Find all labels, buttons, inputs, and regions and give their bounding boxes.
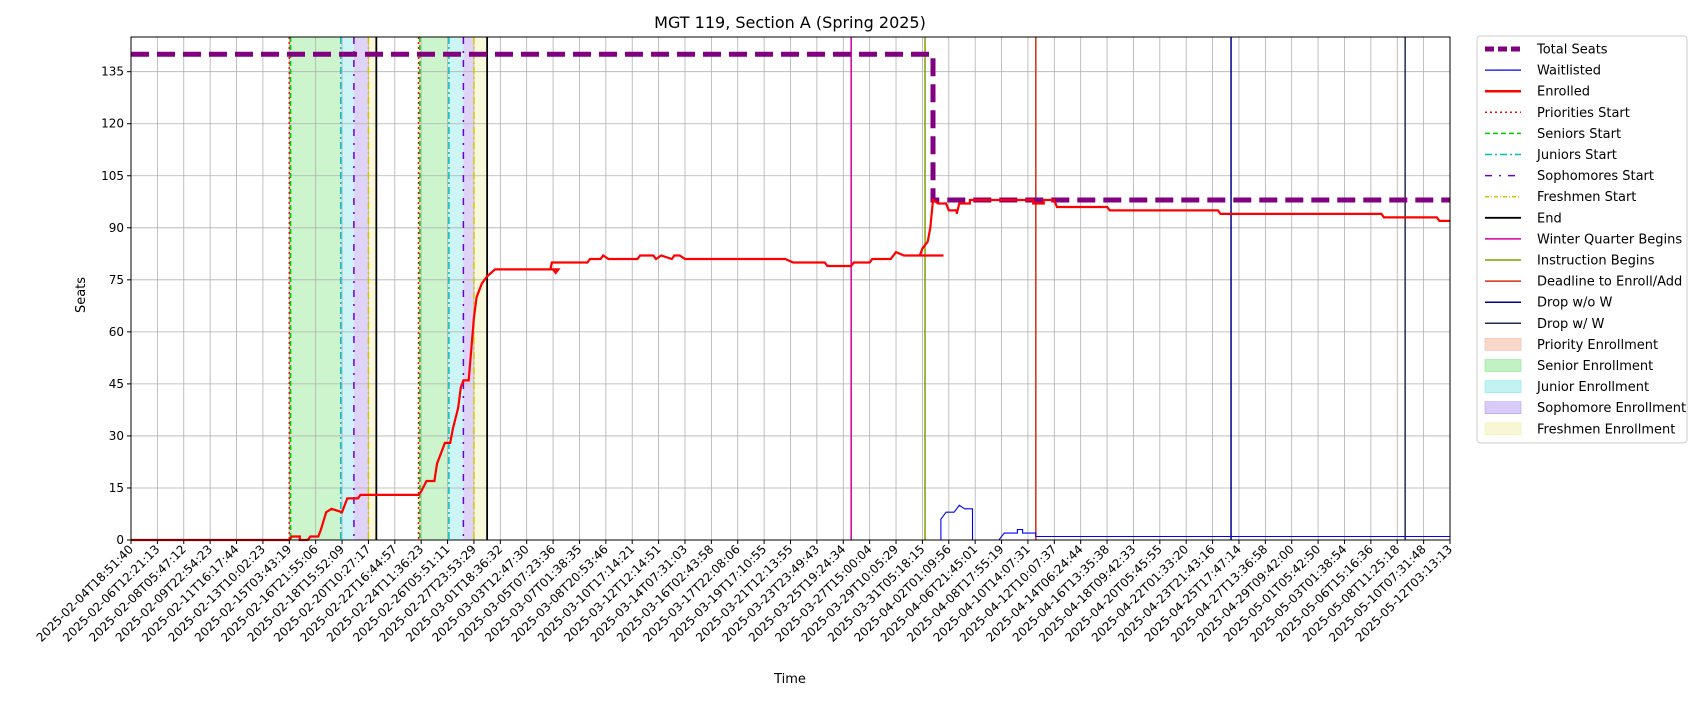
y-tick-label: 75: [109, 273, 124, 287]
legend-label-12: Drop w/o W: [1537, 296, 1613, 311]
legend-swatch-18: [1484, 422, 1522, 436]
y-tick-label: 105: [101, 169, 124, 183]
legend-label-2: Enrolled: [1537, 85, 1590, 100]
legend-label-13: Drop w/ W: [1537, 317, 1605, 332]
legend-swatch-16: [1484, 380, 1522, 393]
y-tick-label: 135: [101, 65, 124, 79]
band-4-0: [368, 37, 377, 540]
series-2: [131, 198, 1450, 542]
band-2-1: [448, 37, 464, 540]
legend-box: [1476, 35, 1688, 444]
y-tick-label: 90: [109, 221, 124, 235]
plot-area: 01530456075901051201352025-02-04T18:51:4…: [34, 36, 1455, 645]
series-0: [131, 51, 1450, 203]
legend-label-0: Total Seats: [1536, 43, 1608, 58]
legend-swatch-14: [1484, 338, 1522, 351]
legend-label-1: Waitlisted: [1537, 64, 1601, 79]
band-2-0: [340, 37, 354, 540]
band-3-1: [463, 37, 474, 540]
legend-label-11: Deadline to Enroll/Add: [1537, 275, 1682, 290]
legend-label-9: Winter Quarter Begins: [1537, 232, 1682, 247]
legend-label-15: Senior Enrollment: [1537, 359, 1653, 374]
legend-label-10: Instruction Begins: [1537, 254, 1655, 269]
legend-label-16: Junior Enrollment: [1536, 380, 1649, 395]
band-3-0: [353, 37, 369, 540]
legend-label-7: Freshmen Start: [1537, 190, 1636, 205]
legend-swatch-15: [1484, 359, 1522, 372]
legend: Total Seats Waitlisted Enrolled Priorities …: [1476, 35, 1688, 444]
band-1-1: [419, 37, 449, 540]
legend-label-5: Juniors Start: [1536, 148, 1617, 163]
y-tick-label: 60: [109, 325, 124, 339]
legend-label-8: End: [1537, 211, 1562, 226]
x-axis-label: Time: [773, 672, 806, 687]
legend-label-4: Seniors Start: [1537, 127, 1621, 142]
y-tick-label: 45: [109, 377, 124, 391]
legend-label-6: Sophomores Start: [1537, 169, 1654, 184]
y-tick-label: 0: [116, 533, 124, 547]
legend-label-3: Priorities Start: [1537, 106, 1630, 121]
y-tick-label: 15: [109, 481, 124, 495]
y-tick-label: 30: [109, 429, 124, 443]
legend-label-18: Freshmen Enrollment: [1537, 422, 1675, 437]
legend-label-14: Priority Enrollment: [1537, 338, 1658, 353]
legend-label-17: Sophomore Enrollment: [1537, 401, 1686, 416]
y-axis-label: Seats: [74, 277, 89, 313]
y-tick-label: 120: [101, 117, 124, 131]
legend-swatch-17: [1484, 401, 1522, 415]
chart-title: MGT 119, Section A (Spring 2025): [654, 13, 926, 32]
